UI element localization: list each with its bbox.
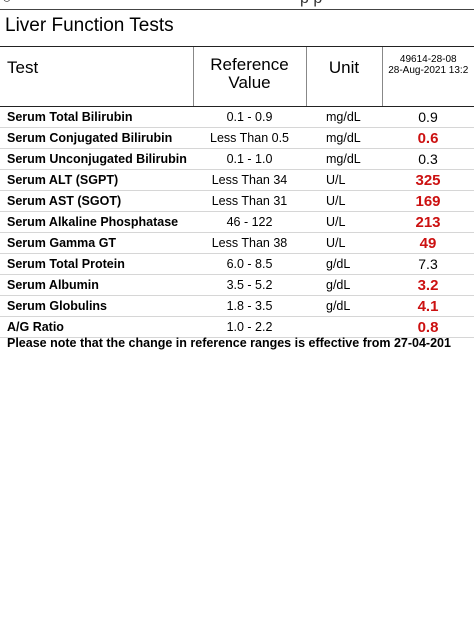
table-row: Serum Total Bilirubin 0.1 - 0.9 mg/dL 0.9 — [0, 106, 474, 128]
reference-value: Less Than 31 — [193, 190, 306, 212]
table-row: Serum Total Protein 6.0 - 8.5 g/dL 7.3 — [0, 253, 474, 275]
test-name: Serum Unconjugated Bilirubin — [0, 148, 193, 170]
result-value: 169 — [382, 190, 474, 212]
results-table-container: Test Reference Value Unit 49614-28-08 28… — [0, 46, 474, 338]
result-sample-id: 49614-28-08 — [399, 54, 457, 65]
unit: U/L — [306, 169, 382, 191]
reference-value: Less Than 34 — [193, 169, 306, 191]
result-value: 4.1 — [382, 295, 474, 317]
header-reference: Reference Value — [192, 46, 306, 107]
unit: g/dL — [306, 274, 382, 296]
table-row: Serum Albumin 3.5 - 5.2 g/dL 3.2 — [0, 274, 474, 296]
table-row: A/G Ratio 1.0 - 2.2 0.8 — [0, 316, 474, 338]
result-value: 7.3 — [382, 253, 474, 275]
test-name: Serum Globulins — [0, 295, 193, 317]
table-row: Serum Globulins 1.8 - 3.5 g/dL 4.1 — [0, 295, 474, 317]
unit: U/L — [306, 232, 382, 254]
reference-value: 46 - 122 — [193, 211, 306, 233]
reference-value: 6.0 - 8.5 — [193, 253, 306, 275]
table-body: Serum Total Bilirubin 0.1 - 0.9 mg/dL 0.9 Se… — [0, 106, 474, 338]
result-value: 0.8 — [382, 316, 474, 338]
table-row: Serum AST (SGOT) Less Than 31 U/L 169 — [0, 190, 474, 212]
test-name: Serum Total Protein — [0, 253, 193, 275]
result-value: 0.6 — [382, 127, 474, 149]
test-name: A/G Ratio — [0, 316, 193, 338]
cut-off-header-text: ○ p p — [0, 0, 474, 9]
reference-value: Less Than 0.5 — [193, 127, 306, 149]
table-row: Serum Alkaline Phosphatase 46 - 122 U/L 213 — [0, 211, 474, 233]
page-title: Liver Function Tests — [5, 15, 174, 36]
result-date: 28-Aug-2021 13:2 — [388, 65, 469, 76]
result-value: 49 — [382, 232, 474, 254]
table-header-row: Test Reference Value Unit 49614-28-08 28… — [0, 46, 474, 107]
reference-value: 0.1 - 1.0 — [193, 148, 306, 170]
test-name: Serum ALT (SGPT) — [0, 169, 193, 191]
result-value: 0.9 — [382, 106, 474, 128]
test-name: Serum AST (SGOT) — [0, 190, 193, 212]
table-row: Serum Gamma GT Less Than 38 U/L 49 — [0, 232, 474, 254]
result-value: 213 — [382, 211, 474, 233]
test-name: Serum Total Bilirubin — [0, 106, 193, 128]
table-row: Serum Unconjugated Bilirubin 0.1 - 1.0 mg/… — [0, 148, 474, 170]
unit: mg/dL — [306, 148, 382, 170]
reference-value: 1.0 - 2.2 — [193, 316, 306, 338]
page-top-rule — [0, 9, 474, 10]
unit: U/L — [306, 190, 382, 212]
header-result: 49614-28-08 28-Aug-2021 13:2 — [381, 46, 474, 107]
header-test: Test — [0, 46, 193, 107]
test-name: Serum Albumin — [0, 274, 193, 296]
unit: U/L — [306, 211, 382, 233]
test-name: Serum Gamma GT — [0, 232, 193, 254]
table-row: Serum Conjugated Bilirubin Less Than 0.5 m… — [0, 127, 474, 149]
reference-value: 1.8 - 3.5 — [193, 295, 306, 317]
test-name: Serum Alkaline Phosphatase — [0, 211, 193, 233]
reference-value: 3.5 - 5.2 — [193, 274, 306, 296]
header-unit: Unit — [305, 46, 382, 107]
result-value: 325 — [382, 169, 474, 191]
test-name: Serum Conjugated Bilirubin — [0, 127, 193, 149]
table-row: Serum ALT (SGPT) Less Than 34 U/L 325 — [0, 169, 474, 191]
unit: g/dL — [306, 295, 382, 317]
reference-value: 0.1 - 0.9 — [193, 106, 306, 128]
result-value: 3.2 — [382, 274, 474, 296]
unit: mg/dL — [306, 106, 382, 128]
result-value: 0.3 — [382, 148, 474, 170]
results-table: Test Reference Value Unit 49614-28-08 28… — [0, 46, 474, 338]
reference-value: Less Than 38 — [193, 232, 306, 254]
unit: mg/dL — [306, 127, 382, 149]
reference-range-note: Please note that the change in reference… — [7, 336, 451, 350]
unit: g/dL — [306, 253, 382, 275]
unit — [306, 316, 382, 338]
